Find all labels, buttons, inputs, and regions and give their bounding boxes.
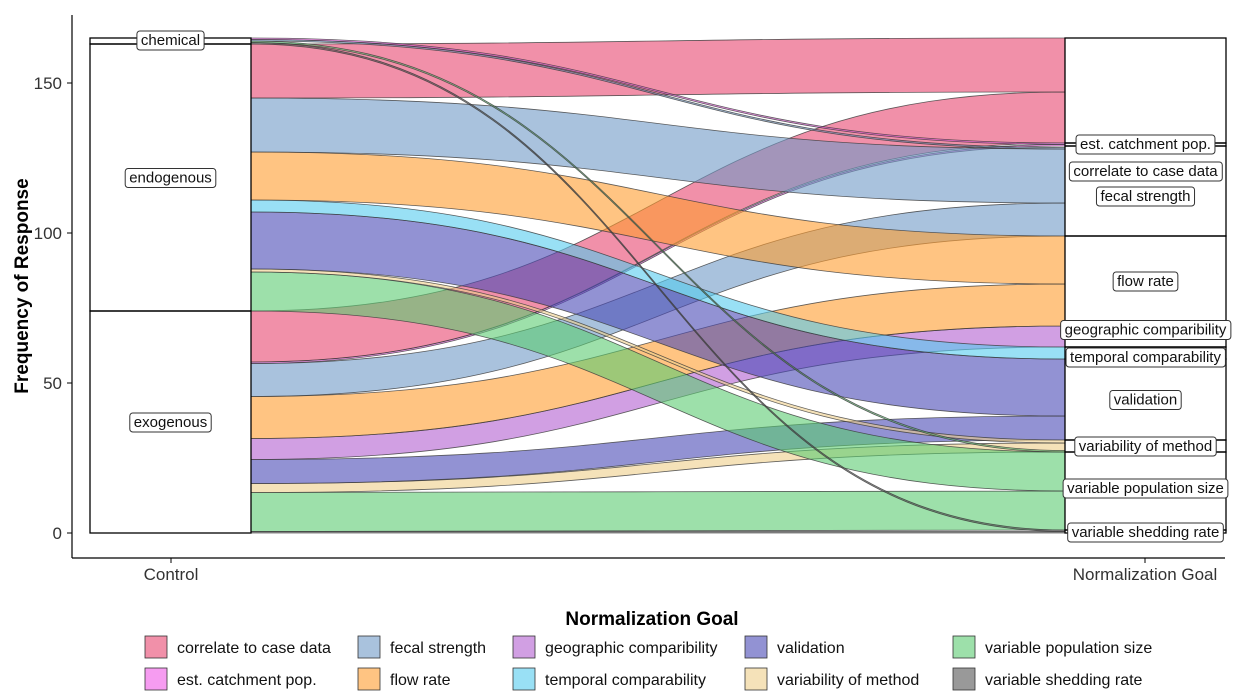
legend-item-validation: validation: [744, 635, 845, 659]
legend-label: est. catchment pop.: [177, 672, 317, 689]
legend-title: Normalization Goal: [565, 609, 738, 630]
goal-node-label: geographic comparibility: [1060, 320, 1232, 340]
flow-exogenous-to-variable-shedding-rate: [250, 531, 1066, 534]
svg-text:variability of method: variability of method: [1079, 438, 1212, 455]
y-tick-label: 0: [53, 524, 62, 543]
legend-label: validation: [777, 640, 845, 657]
svg-text:chemical: chemical: [141, 32, 200, 49]
x-axis-tick-control: Control: [144, 565, 199, 584]
legend-item-temporal-comparability: temporal comparability: [512, 667, 706, 691]
y-axis-title: Frequency of Response: [12, 178, 33, 393]
legend-swatch: [952, 667, 976, 691]
legend-label: correlate to case data: [177, 640, 331, 657]
y-tick-label: 50: [43, 374, 62, 393]
flow-endogenous-to-correlate-to-case-data: [250, 37, 1066, 99]
legend-swatch: [144, 667, 168, 691]
legend-item-fecal-strength: fecal strength: [357, 635, 486, 659]
legend-label: variable shedding rate: [985, 672, 1143, 689]
svg-text:temporal comparability: temporal comparability: [1070, 349, 1221, 366]
control-node-label: exogenous: [129, 412, 212, 433]
legend-swatch: [357, 667, 381, 691]
legend-swatch: [144, 635, 168, 659]
svg-text:geographic comparibility: geographic comparibility: [1065, 322, 1227, 339]
legend-swatch: [512, 667, 536, 691]
goal-node-label: est. catchment pop.: [1075, 134, 1216, 155]
legend-swatch: [357, 635, 381, 659]
legend-item-correlate-to-case-data: correlate to case data: [144, 635, 331, 659]
flow-exogenous-to-variable-population-size: [250, 490, 1066, 532]
legend-item-variable-shedding-rate: variable shedding rate: [952, 667, 1143, 691]
svg-text:correlate to case data: correlate to case data: [1073, 163, 1218, 180]
goal-node-label: variable population size: [1062, 478, 1229, 499]
svg-text:fecal strength: fecal strength: [1100, 188, 1190, 205]
legend-item-geographic-comparibility: geographic comparibility: [512, 635, 718, 659]
svg-text:variable shedding rate: variable shedding rate: [1072, 524, 1220, 541]
goal-node-label: temporal comparability: [1065, 347, 1226, 368]
goal-node-label: variability of method: [1074, 436, 1217, 457]
legend-label: temporal comparability: [545, 672, 706, 689]
legend-label: flow rate: [390, 672, 451, 689]
legend-label: variable population size: [985, 640, 1152, 657]
legend-swatch: [512, 635, 536, 659]
svg-text:validation: validation: [1114, 392, 1177, 409]
goal-node-label: flow rate: [1112, 271, 1179, 292]
flows-layer: [250, 37, 1066, 534]
axes-layer: Frequency of Response Control Normalizat…: [12, 15, 1225, 584]
x-axis-tick-normalization-goal: Normalization Goal: [1073, 565, 1218, 584]
legend-item-est-catchment-pop: est. catchment pop.: [144, 667, 317, 691]
goal-node-label: validation: [1109, 390, 1182, 410]
y-tick-label: 100: [34, 224, 62, 243]
control-node-label: chemical: [136, 30, 205, 51]
legend-label: variability of method: [777, 672, 919, 689]
legend-swatch: [952, 635, 976, 659]
goal-node-label: variable shedding rate: [1067, 522, 1224, 543]
svg-text:variable population size: variable population size: [1067, 480, 1224, 497]
svg-text:endogenous: endogenous: [129, 170, 212, 187]
legend-item-variable-population-size: variable population size: [952, 635, 1152, 659]
legend-label: fecal strength: [390, 640, 486, 657]
node-labels-layer: exogenous endogenous chemical variable shed…: [124, 30, 1232, 543]
legend-item-variability-of-method: variability of method: [744, 667, 919, 691]
goal-node-label: fecal strength: [1095, 186, 1196, 207]
goal-node-label: correlate to case data: [1068, 161, 1223, 182]
legend-swatch: [744, 635, 768, 659]
legend-item-flow-rate: flow rate: [357, 667, 451, 691]
svg-text:est. catchment pop.: est. catchment pop.: [1080, 136, 1211, 153]
legend: Normalization Goal correlate to case dat…: [144, 609, 1152, 691]
legend-label: geographic comparibility: [545, 640, 718, 657]
goal-node-correlate-to-case-data: [1064, 37, 1227, 144]
svg-text:flow rate: flow rate: [1117, 273, 1174, 290]
legend-swatch: [744, 667, 768, 691]
y-tick-label: 150: [34, 74, 62, 93]
svg-text:exogenous: exogenous: [134, 414, 207, 431]
control-node-label: endogenous: [124, 168, 217, 188]
